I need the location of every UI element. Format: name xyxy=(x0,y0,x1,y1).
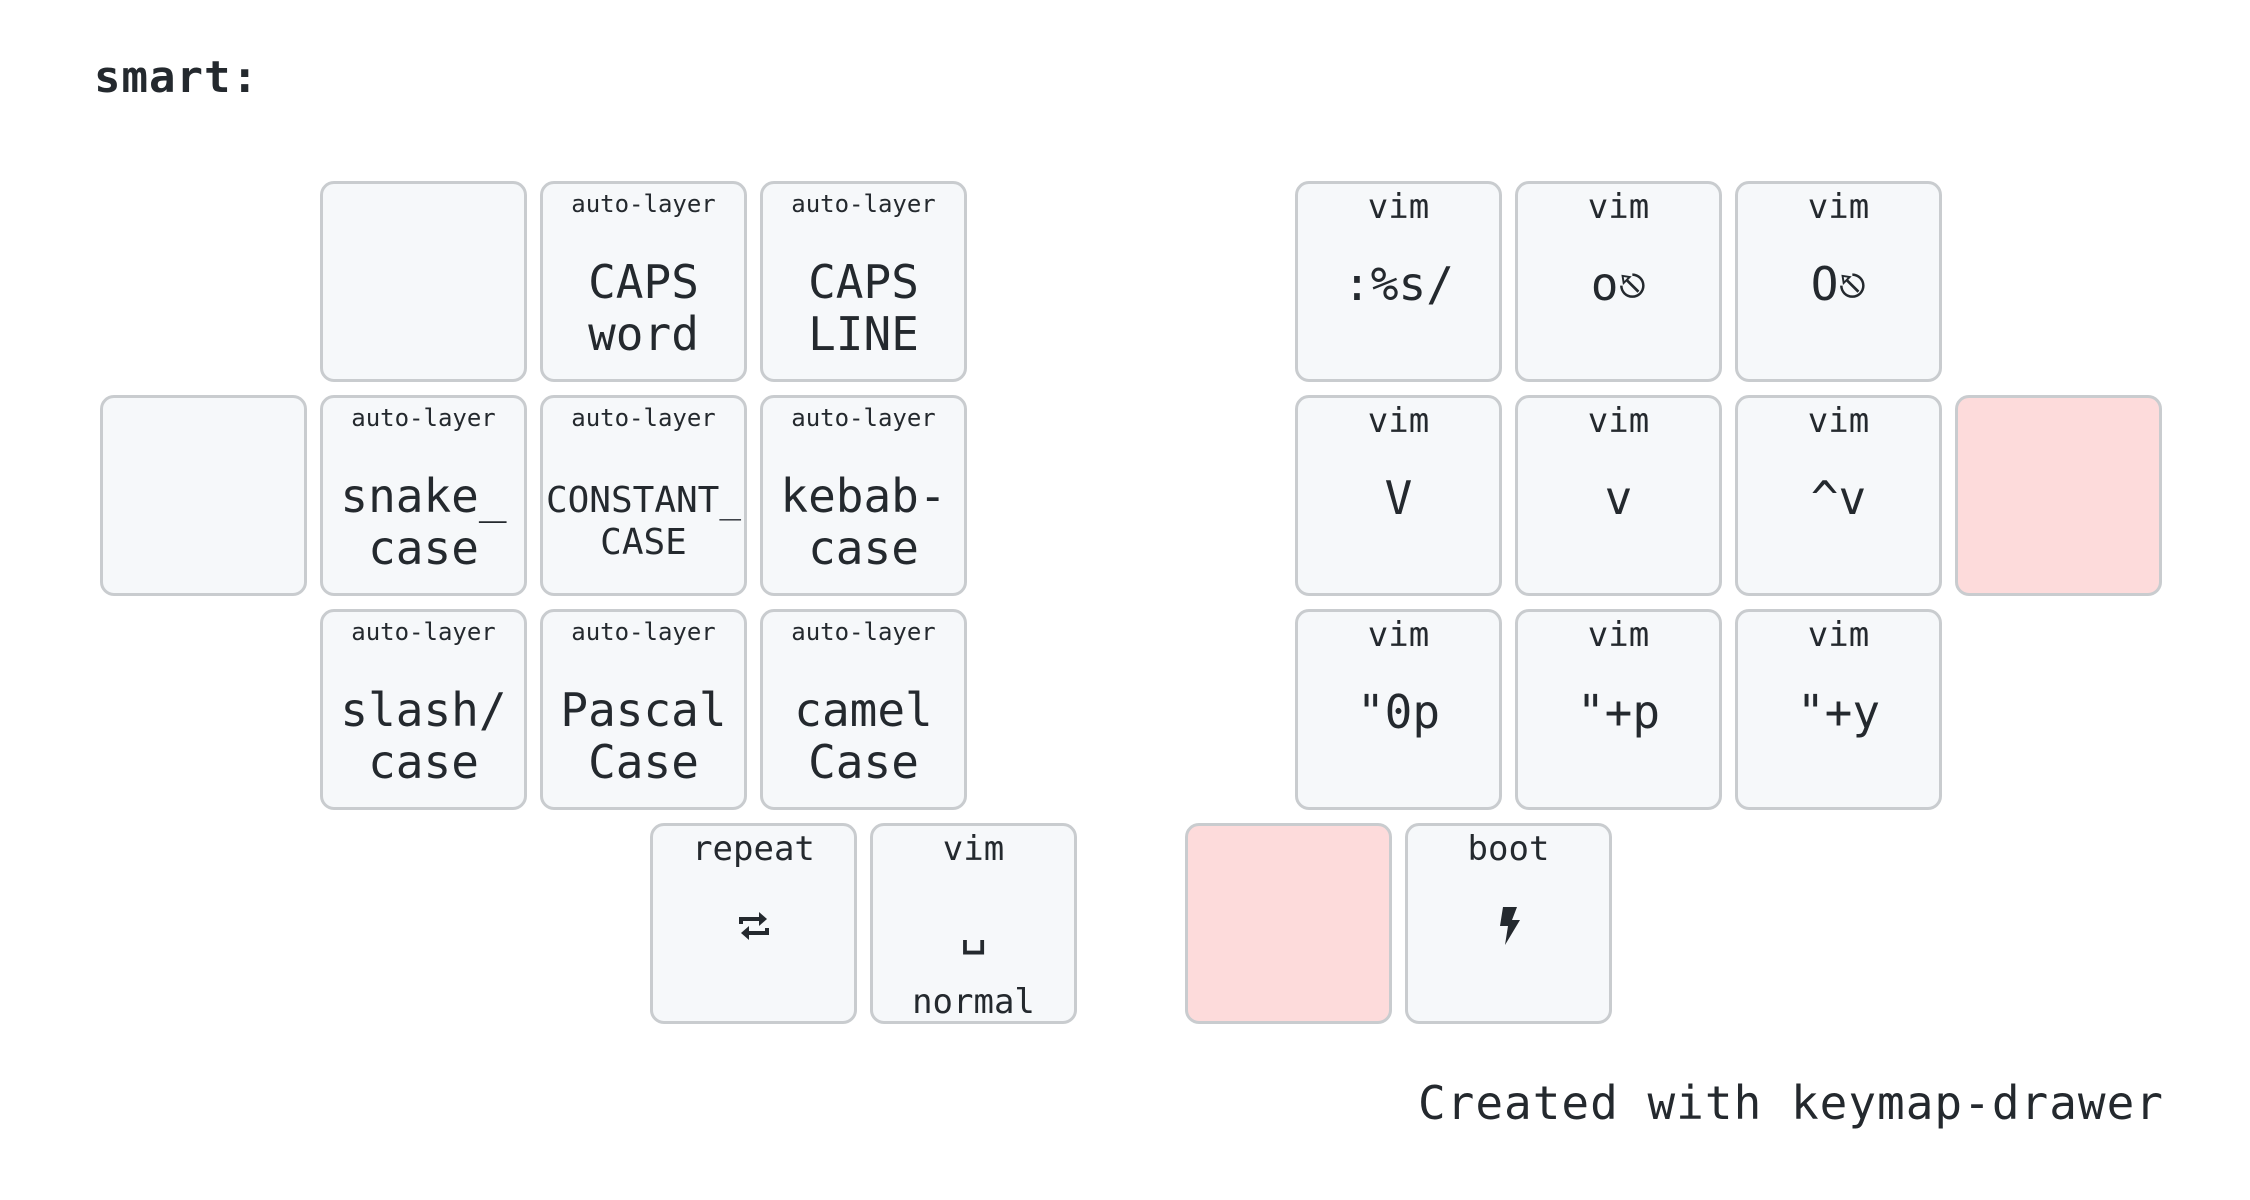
key-tap-label: o⎋ xyxy=(1590,257,1647,311)
key-left-home-0[interactable] xyxy=(100,395,307,596)
key-hold-label: auto-layer xyxy=(571,404,716,432)
key-tap-label: "+p xyxy=(1576,685,1661,739)
key-tap-label: "+y xyxy=(1796,685,1881,739)
key-hold-label: auto-layer xyxy=(791,190,936,218)
key-hold-label: vim xyxy=(1587,401,1650,441)
key-hold-label: auto-layer xyxy=(351,618,496,646)
key-vim-open-below[interactable]: vim o⎋ xyxy=(1515,181,1722,382)
key-hold-label: auto-layer xyxy=(791,404,936,432)
key-slash-case[interactable]: auto-layer slash/ case xyxy=(320,609,527,810)
key-vim-open-above[interactable]: vim O⎋ xyxy=(1735,181,1942,382)
key-hold-label: boot xyxy=(1467,829,1550,869)
key-camel-case[interactable]: auto-layer camel Case xyxy=(760,609,967,810)
key-tap-label: O⎋ xyxy=(1810,257,1867,311)
key-hold-label: vim xyxy=(942,829,1005,869)
key-snake-case[interactable]: auto-layer snake_ case xyxy=(320,395,527,596)
layer-title: smart: xyxy=(94,52,259,103)
key-hold-label: vim xyxy=(1367,187,1430,227)
key-tap-label: camel Case xyxy=(794,683,933,789)
key-held-layer[interactable] xyxy=(1955,395,2162,596)
key-vim-visual-block[interactable]: vim ^v xyxy=(1735,395,1942,596)
space-glyph: ␣ xyxy=(959,901,988,955)
key-tap-label: :%s/ xyxy=(1343,257,1454,311)
key-tap-label: slash/ case xyxy=(340,683,507,789)
key-hold-label: vim xyxy=(1807,187,1870,227)
key-tap-label: Pascal Case xyxy=(560,683,727,789)
key-boot[interactable]: boot xyxy=(1405,823,1612,1024)
key-vim-visual-line[interactable]: vim V xyxy=(1295,395,1502,596)
key-tap-label: CAPS word xyxy=(588,255,699,361)
key-constant-case[interactable]: auto-layer CONSTANT_ CASE xyxy=(540,395,747,596)
key-hold-label: vim xyxy=(1367,615,1430,655)
key-vim-visual[interactable]: vim v xyxy=(1515,395,1722,596)
key-tap-label: CAPS LINE xyxy=(808,255,919,361)
key-vim-yank-clipboard[interactable]: vim "+y xyxy=(1735,609,1942,810)
key-hold-label: vim xyxy=(1367,401,1430,441)
key-hold-label: auto-layer xyxy=(351,404,496,432)
key-tap-label: v xyxy=(1604,471,1633,525)
key-hold-label: auto-layer xyxy=(571,190,716,218)
footer-credit: Created with keymap-drawer xyxy=(1417,1076,2164,1130)
key-hold-label: auto-layer xyxy=(571,618,716,646)
key-hold-label: vim xyxy=(1587,187,1650,227)
bolt-icon xyxy=(1408,904,1609,948)
key-vim-paste-clipboard[interactable]: vim "+p xyxy=(1515,609,1722,810)
key-tap-label: snake_ case xyxy=(340,469,507,575)
key-tap-label: CONSTANT_ CASE xyxy=(545,480,742,563)
key-tap-label: V xyxy=(1384,471,1413,525)
key-caps-line[interactable]: auto-layer CAPS LINE xyxy=(760,181,967,382)
key-tap-label: kebab- case xyxy=(780,469,947,575)
key-hold-label: vim xyxy=(1807,615,1870,655)
key-caps-word[interactable]: auto-layer CAPS word xyxy=(540,181,747,382)
key-hold-label: vim xyxy=(1587,615,1650,655)
key-pascal-case[interactable]: auto-layer Pascal Case xyxy=(540,609,747,810)
key-hold-label: repeat xyxy=(692,829,815,869)
key-left-top-1[interactable] xyxy=(320,181,527,382)
key-hold-label: auto-layer xyxy=(791,618,936,646)
key-kebab-case[interactable]: auto-layer kebab- case xyxy=(760,395,967,596)
key-held-thumb[interactable] xyxy=(1185,823,1392,1024)
key-shifted-label: normal xyxy=(912,982,1035,1022)
key-tap-label: ^v xyxy=(1810,471,1867,525)
key-tap-label: "0p xyxy=(1356,685,1441,739)
key-vim-substitute[interactable]: vim :%s/ xyxy=(1295,181,1502,382)
key-vim-paste-yank-register[interactable]: vim "0p xyxy=(1295,609,1502,810)
key-hold-label: vim xyxy=(1807,401,1870,441)
key-vim-space[interactable]: vim ␣ normal xyxy=(870,823,1077,1024)
repeat-icon xyxy=(653,904,854,948)
key-repeat[interactable]: repeat xyxy=(650,823,857,1024)
